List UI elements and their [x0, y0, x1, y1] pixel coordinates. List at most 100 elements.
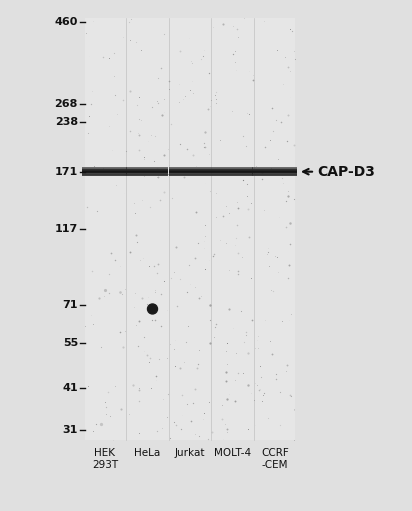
- Point: [211, 333, 218, 341]
- Point: [212, 189, 219, 197]
- Point: [233, 234, 239, 242]
- Point: [265, 244, 271, 252]
- Bar: [211, 175, 253, 176]
- Point: [230, 50, 236, 58]
- Point: [152, 373, 159, 381]
- Point: [136, 386, 143, 394]
- Bar: [211, 175, 253, 176]
- Point: [169, 194, 175, 202]
- Point: [212, 95, 219, 103]
- Bar: [85, 18, 295, 440]
- Point: [260, 391, 267, 400]
- Point: [232, 376, 239, 384]
- Point: [90, 17, 96, 25]
- Point: [103, 403, 109, 411]
- Point: [90, 427, 97, 435]
- Point: [186, 261, 193, 269]
- Point: [165, 77, 172, 85]
- Point: [206, 150, 213, 158]
- Text: CAP-D3: CAP-D3: [317, 165, 375, 179]
- Point: [101, 292, 108, 300]
- Bar: [169, 174, 211, 175]
- Point: [159, 424, 165, 432]
- Point: [245, 205, 252, 213]
- Point: [105, 166, 112, 174]
- Point: [290, 405, 297, 413]
- Point: [194, 364, 200, 372]
- Point: [116, 262, 123, 270]
- Point: [100, 53, 106, 61]
- Point: [252, 343, 258, 352]
- Text: kDa: kDa: [55, 0, 80, 3]
- Point: [243, 192, 250, 200]
- Point: [168, 120, 174, 128]
- Point: [153, 165, 160, 173]
- Point: [179, 411, 185, 419]
- Point: [136, 317, 142, 325]
- Point: [223, 428, 230, 436]
- Point: [136, 146, 142, 154]
- Bar: [82, 172, 127, 173]
- Point: [161, 151, 168, 159]
- Bar: [253, 169, 297, 170]
- Point: [216, 236, 223, 244]
- Point: [90, 161, 97, 170]
- Point: [280, 179, 286, 187]
- Bar: [82, 175, 127, 176]
- Point: [171, 362, 178, 370]
- Point: [165, 145, 172, 153]
- Point: [161, 188, 168, 196]
- Point: [106, 122, 112, 130]
- Point: [234, 198, 241, 206]
- Point: [286, 219, 293, 227]
- Point: [161, 277, 168, 285]
- Point: [83, 29, 89, 37]
- Point: [267, 135, 273, 144]
- Bar: [126, 170, 169, 171]
- Point: [211, 91, 218, 99]
- Point: [112, 90, 119, 99]
- Point: [192, 254, 198, 262]
- Bar: [211, 171, 253, 172]
- Point: [201, 265, 208, 273]
- Point: [248, 274, 255, 282]
- Point: [274, 253, 280, 262]
- Point: [86, 52, 92, 60]
- Bar: [169, 172, 211, 173]
- Point: [190, 151, 197, 159]
- Point: [291, 195, 297, 203]
- Bar: [253, 172, 297, 173]
- Point: [192, 385, 198, 393]
- Point: [183, 338, 189, 346]
- Point: [287, 391, 293, 400]
- Point: [248, 388, 254, 397]
- Point: [211, 250, 218, 258]
- Text: MOLT-4: MOLT-4: [214, 448, 251, 458]
- Point: [220, 20, 226, 28]
- Bar: [126, 173, 169, 174]
- Text: 55: 55: [63, 338, 78, 349]
- Point: [129, 381, 136, 389]
- Point: [147, 130, 154, 138]
- Point: [167, 340, 174, 348]
- Point: [96, 293, 103, 301]
- Point: [206, 257, 213, 265]
- Point: [111, 49, 117, 57]
- Point: [159, 110, 165, 119]
- Point: [220, 212, 227, 220]
- Point: [154, 269, 160, 277]
- Point: [291, 406, 298, 414]
- Point: [222, 239, 229, 247]
- Point: [252, 421, 259, 429]
- Point: [223, 367, 229, 376]
- Point: [155, 260, 162, 268]
- Point: [231, 398, 238, 406]
- Point: [146, 262, 152, 270]
- Point: [151, 262, 158, 270]
- Point: [127, 248, 133, 256]
- Bar: [82, 168, 127, 169]
- Point: [283, 367, 290, 375]
- Point: [167, 433, 173, 442]
- Point: [253, 336, 260, 344]
- Point: [152, 376, 159, 384]
